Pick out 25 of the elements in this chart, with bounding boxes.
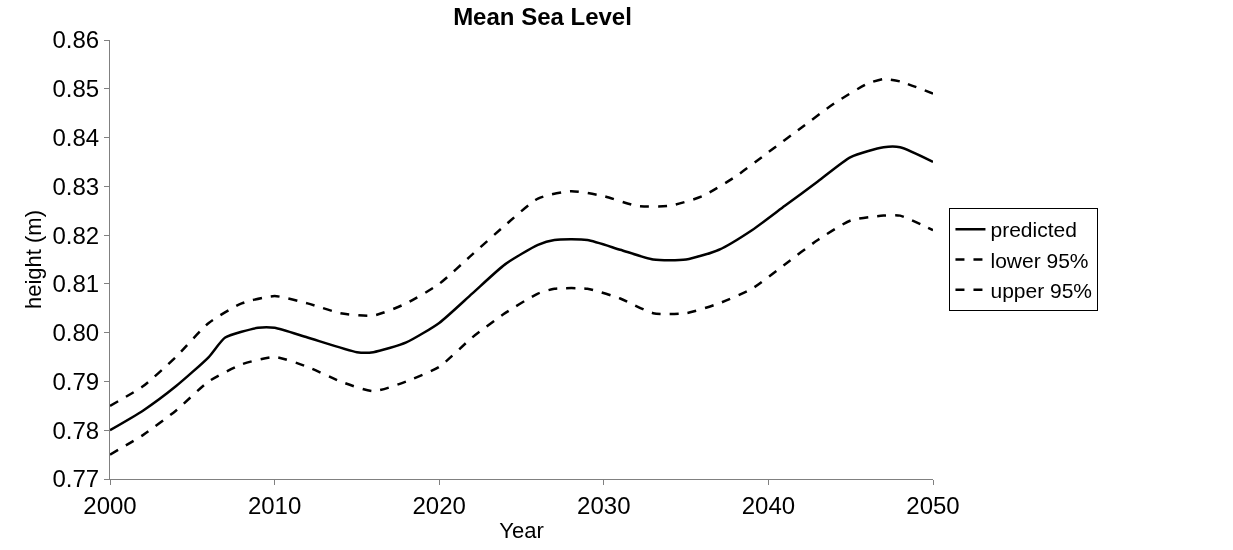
y-tick-label: 0.83 (52, 172, 100, 200)
legend-label: predicted (990, 218, 1077, 242)
x-tick-label: 2020 (412, 491, 466, 519)
x-tick-label: 2010 (247, 491, 302, 519)
x-tick-label: 2030 (577, 491, 631, 519)
y-tick-label: 0.79 (52, 367, 100, 395)
x-tick-label: 2040 (741, 491, 796, 519)
y-tick-label: 0.77 (52, 465, 100, 493)
x-tick-label: 2050 (906, 491, 960, 519)
line-series (110, 145, 933, 432)
line-series (110, 214, 933, 456)
x-tick-label: 2000 (83, 491, 137, 519)
legend-label: lower 95% (990, 248, 1089, 272)
y-tick-label: 0.84 (52, 123, 100, 151)
x-axis-title: Year (499, 517, 544, 543)
y-tick-label: 0.78 (52, 416, 100, 444)
chart-title: Mean Sea Level (453, 3, 632, 31)
y-tick-label: 0.82 (52, 221, 100, 249)
y-axis-title: height (m) (21, 209, 47, 310)
line-series (110, 77, 933, 408)
y-tick-label: 0.80 (52, 319, 100, 347)
legend-label: upper 95% (990, 278, 1093, 302)
y-tick-label: 0.85 (52, 75, 100, 103)
y-tick-label: 0.86 (52, 26, 100, 54)
y-tick-label: 0.81 (52, 270, 100, 298)
